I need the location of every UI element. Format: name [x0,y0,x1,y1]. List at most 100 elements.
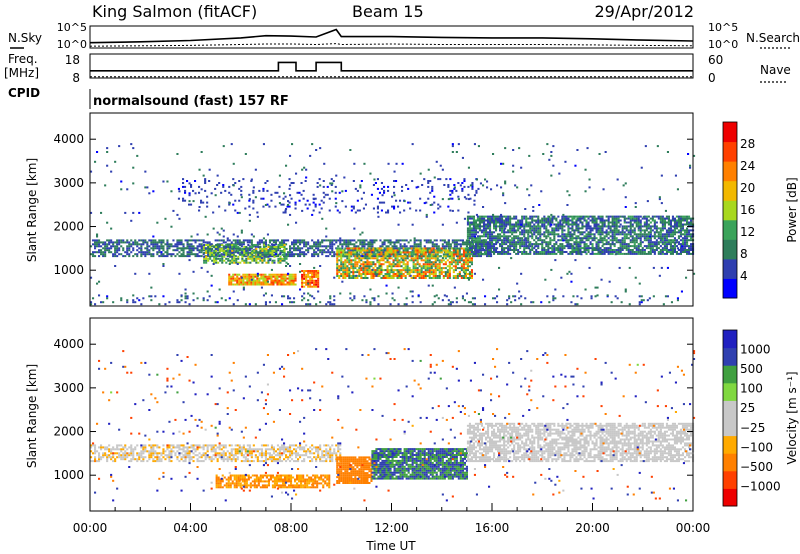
range-cell [437,207,440,210]
range-cell [327,301,330,304]
range-cell [368,263,371,266]
range-cell [665,245,668,248]
range-cell [266,275,269,278]
range-cell [331,303,334,306]
range-cell [247,247,250,250]
range-cell [230,277,233,280]
range-cell [605,249,608,251]
range-cell [547,249,550,251]
range-cell [251,244,254,246]
range-cell [513,241,516,244]
range-cell [190,251,193,254]
range-cell [401,245,404,248]
range-cell [250,281,253,284]
range-cell [667,249,670,251]
range-cell [515,249,518,251]
range-cell [246,273,249,276]
range-cell [468,227,471,230]
range-cell [394,259,397,262]
range-cell [178,241,181,244]
range-cell [374,257,377,260]
range-cell [126,299,129,302]
range-cell [216,255,219,258]
range-cell [279,257,282,260]
range-cell [484,295,487,298]
range-cell [341,247,344,250]
range-cell [458,249,461,252]
range-cell [601,221,604,224]
range-cell [247,257,250,260]
range-cell [657,251,660,253]
range-cell [451,241,454,244]
range-cell [408,247,411,250]
range-cell [389,239,392,242]
range-cell [684,223,687,226]
range-cell [174,249,177,252]
range-cell [436,257,439,260]
range-cell [230,143,233,146]
range-cell [645,247,648,250]
range-cell [426,267,429,270]
range-cell [549,241,552,244]
range-cell [337,239,340,242]
range-cell [625,237,628,240]
range-cell [280,281,283,284]
range-cell [595,237,598,240]
range-cell [472,247,475,250]
range-cell [607,219,610,222]
range-cell [270,268,273,271]
range-cell [461,243,464,246]
range-cell [317,243,320,246]
range-cell [236,283,239,286]
range-cell [211,253,214,256]
range-cell [469,197,472,200]
range-cell [358,209,361,212]
range-cell [385,245,388,248]
range-cell [251,253,254,256]
range-cell [585,219,588,222]
range-cell [521,243,524,246]
range-cell [627,225,630,228]
range-cell [345,239,348,242]
range-cell [476,227,479,230]
range-cell [535,225,538,228]
range-cell [166,249,169,252]
range-cell [428,271,431,274]
range-cell [366,257,369,260]
range-cell [441,247,444,250]
range-cell [591,229,594,232]
range-cell [424,271,427,274]
range-cell [575,237,578,240]
range-cell [336,275,339,277]
range-cell [688,215,691,218]
range-cell [514,299,517,302]
range-cell [427,182,430,184]
range-cell [645,217,648,220]
range-cell [456,251,459,254]
range-cell [565,233,568,236]
range-cell [523,252,526,255]
range-cell [442,275,445,277]
range-cell [372,207,375,210]
range-cell [491,233,494,236]
range-cell [382,263,385,266]
range-cell [366,247,369,250]
range-cell [464,261,467,264]
range-cell [305,253,308,256]
range-cell [382,255,385,258]
range-cell [513,235,516,238]
range-cell [495,215,498,218]
range-cell [601,245,604,248]
range-cell [456,277,459,279]
range-cell [552,295,555,298]
range-cell [402,273,405,275]
range-cell [172,245,175,248]
range-cell [200,266,203,269]
range-cell [390,277,393,279]
range-cell [675,225,678,228]
range-cell [303,245,306,248]
range-cell [483,221,486,224]
range-cell [283,246,286,248]
range-cell [480,215,483,218]
range-cell [146,253,149,256]
